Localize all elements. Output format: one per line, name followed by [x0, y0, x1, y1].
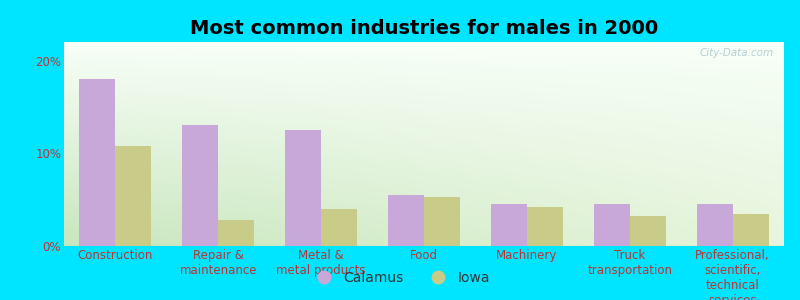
Text: City-Data.com: City-Data.com: [699, 48, 773, 58]
Bar: [79, 79, 115, 246]
Legend: Calamus, Iowa: Calamus, Iowa: [304, 265, 496, 290]
Bar: [527, 207, 563, 246]
Bar: [733, 214, 769, 246]
Bar: [388, 195, 424, 246]
Bar: [218, 220, 254, 246]
Title: Most common industries for males in 2000: Most common industries for males in 2000: [190, 19, 658, 38]
Bar: [424, 197, 460, 246]
Bar: [182, 125, 218, 246]
Bar: [115, 146, 151, 246]
Bar: [321, 209, 357, 246]
Bar: [594, 204, 630, 246]
Bar: [630, 216, 666, 246]
Bar: [697, 204, 733, 246]
Bar: [491, 204, 527, 246]
Bar: [285, 130, 321, 246]
